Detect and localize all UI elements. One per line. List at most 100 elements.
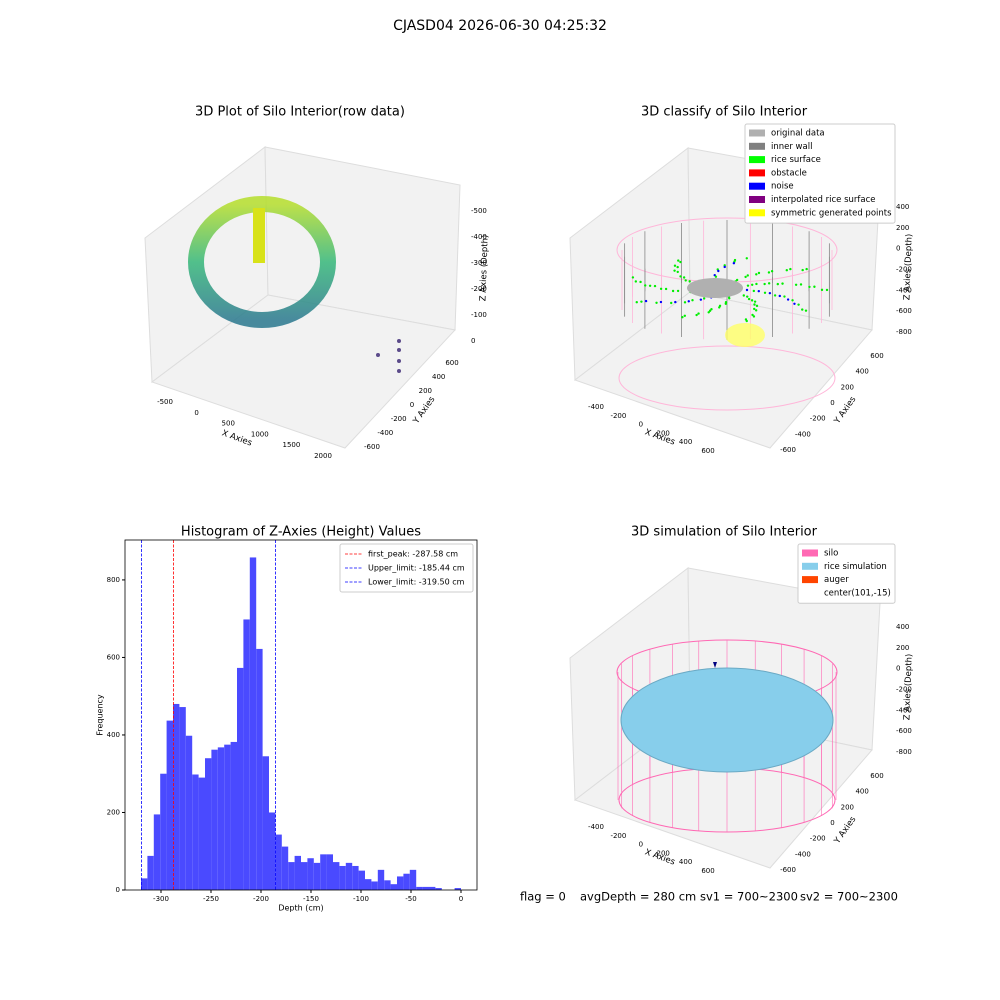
rice-point xyxy=(702,297,706,300)
rice-point xyxy=(724,300,728,304)
rice-point xyxy=(644,299,648,303)
x-tick-label: -300 xyxy=(153,895,169,903)
rice-point xyxy=(813,285,816,288)
y-tick-label: -400 xyxy=(795,430,811,438)
x-tick-label: 1000 xyxy=(251,430,269,438)
z-tick-label: -200 xyxy=(896,266,912,274)
rice-point xyxy=(755,273,758,276)
rice-point xyxy=(755,304,759,308)
rice-point xyxy=(744,318,748,321)
x-tick-label: -150 xyxy=(303,895,319,903)
rice-point xyxy=(763,291,767,294)
chart-title: Histogram of Z-Axies (Height) Values xyxy=(181,525,421,540)
suptitle: CJASD04 2026-06-30 04:25:32 xyxy=(393,18,607,34)
bar xyxy=(185,735,193,890)
z-tick-label: 200 xyxy=(896,224,909,232)
rice-point xyxy=(808,285,811,289)
rice-point xyxy=(732,262,736,265)
legend-patch xyxy=(749,209,765,217)
rice-point xyxy=(691,299,694,302)
rice-point xyxy=(697,312,700,315)
point xyxy=(397,369,401,373)
y-tick-label: 400 xyxy=(107,731,120,739)
rice-point xyxy=(820,288,824,292)
rice-point xyxy=(673,264,677,267)
bar xyxy=(307,858,314,890)
rice-point xyxy=(783,295,786,298)
bar xyxy=(435,888,442,890)
x-tick-label: -400 xyxy=(588,823,604,831)
rice-point xyxy=(708,309,712,312)
z-tick-label: -200 xyxy=(896,686,912,694)
rice-point xyxy=(723,265,726,269)
rice-point xyxy=(747,297,751,301)
rice-point xyxy=(793,302,796,305)
bar xyxy=(422,886,429,890)
bar xyxy=(454,888,461,890)
rice-point xyxy=(797,303,800,306)
legend-label: inner wall xyxy=(771,142,812,152)
bar xyxy=(153,814,161,890)
rice-point xyxy=(750,299,754,302)
bar xyxy=(333,862,340,890)
rice-point xyxy=(676,270,679,274)
rice-point xyxy=(681,315,684,319)
x-axis-label: Depth (cm) xyxy=(278,904,323,913)
x-tick-label: 0 xyxy=(459,895,463,903)
rice-point xyxy=(742,294,745,297)
bar xyxy=(358,870,365,890)
z-tick-label: -800 xyxy=(896,328,912,336)
rice-point xyxy=(679,275,682,278)
legend-patch xyxy=(802,562,818,570)
z-tick-label: 400 xyxy=(896,623,909,631)
z-tick-label: -600 xyxy=(896,727,912,735)
bar xyxy=(160,773,167,890)
rice-point xyxy=(799,283,803,286)
rice-point xyxy=(752,289,756,293)
rice-point xyxy=(664,287,668,291)
bar xyxy=(237,667,244,890)
rice-point xyxy=(673,269,676,272)
y-tick-label: -200 xyxy=(391,415,407,423)
rice-point xyxy=(717,269,720,273)
rice-point xyxy=(776,282,779,286)
rice-point xyxy=(640,300,643,303)
x-tick-label: -250 xyxy=(203,895,219,903)
x-tick-label: 400 xyxy=(679,438,692,446)
rice-point xyxy=(718,304,722,308)
rice-point xyxy=(768,291,772,295)
y-tick-label: 600 xyxy=(870,772,883,780)
rice-point xyxy=(746,284,750,287)
z-axis-label: Z Axies (Depth) xyxy=(478,235,490,302)
rice-point xyxy=(695,313,698,317)
rice-point xyxy=(746,274,749,277)
bar xyxy=(365,879,372,890)
rice-point xyxy=(635,301,638,304)
rice-point xyxy=(683,301,687,304)
rice-point xyxy=(631,276,635,279)
bar xyxy=(179,707,186,890)
bar xyxy=(147,855,154,890)
legend-label: center(101,-15) xyxy=(824,588,891,598)
y-tick-label: 400 xyxy=(855,788,868,796)
rice-point xyxy=(767,282,771,285)
rice-sim xyxy=(620,667,834,773)
rice-point xyxy=(753,303,756,306)
rice-point xyxy=(670,301,673,305)
z-tick-label: 400 xyxy=(896,203,909,211)
bar xyxy=(211,749,218,890)
bar xyxy=(224,744,231,890)
bar xyxy=(320,854,327,890)
point-cloud xyxy=(188,196,336,328)
bar xyxy=(141,878,148,890)
rice-point xyxy=(751,283,754,286)
x-tick-label: 0 xyxy=(194,409,198,417)
rice-point xyxy=(753,300,757,303)
rice-point xyxy=(659,300,663,304)
rice-point xyxy=(677,259,680,262)
x-axis-label: X Axies xyxy=(220,428,253,448)
x-tick-label: -100 xyxy=(353,895,369,903)
rice-point xyxy=(634,280,638,283)
plot-3d xyxy=(569,567,881,869)
